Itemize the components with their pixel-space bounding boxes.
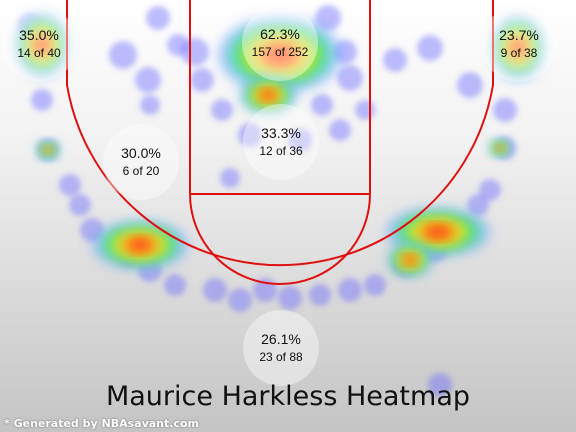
court-lines [66,0,494,285]
cold-shot-blob [309,284,331,306]
cold-shot-blob [417,35,443,61]
hot-shot-layer [16,13,544,276]
paint-lower-hot-blob [261,90,275,100]
zone-fraction: 6 of 20 [122,163,160,178]
cold-shot-blob [211,99,233,121]
left-wing-hot-blob [128,239,152,251]
cold-shot-blob [311,94,333,116]
cold-shot-blob [220,168,240,188]
left-corner-hot-blob [35,37,49,53]
cold-shot-blob [140,95,160,115]
zone-pct: 26.1% [261,330,301,347]
zone-top-of-key-three: 26.1% 23 of 88 [243,310,319,386]
zone-pct: 33.3% [261,124,301,141]
right-corner-hot-blob [511,40,525,56]
zone-right-corner-three: 23.7% 9 of 38 [481,6,557,82]
zone-paint: 62.3% 157 of 252 [242,5,318,81]
zone-fraction: 23 of 88 [259,349,303,364]
cold-shot-blob [467,194,489,216]
cold-shot-blob [457,72,483,98]
cold-shot-blob [59,174,81,196]
chart-title: Maurice Harkless Heatmap [105,381,471,412]
three-point-line [66,0,494,267]
free-throw-arc [189,193,371,285]
cold-shot-blob [238,123,262,147]
cold-shot-blob [479,179,501,201]
paint-lane [189,0,371,195]
cold-shot-blob [203,278,227,302]
right-wing-lower-hot-blob [404,256,416,264]
right-baseline-hot-blob [497,146,503,150]
cold-shot-blob [337,65,363,91]
cold-shot-blob [109,41,137,69]
cold-shot-blob [228,288,252,312]
zone-fraction: 14 of 40 [17,45,61,60]
cold-shot-blob [288,128,312,152]
cold-shot-blob [190,68,214,92]
cold-shot-blob [428,373,452,397]
cold-shot-blob [329,119,351,141]
left-baseline-hot-blob [45,148,51,152]
credit-text: * Generated by NBAsavant.com [4,417,199,430]
right-wing-hot-blob [425,226,451,238]
cold-shot-blob [493,98,517,122]
zone-pct: 23.7% [499,26,539,43]
cold-shot-blob [355,100,375,120]
zone-fraction: 157 of 252 [251,44,309,59]
zone-fraction: 12 of 36 [259,143,303,158]
cold-shot-blob [146,6,170,30]
zone-pct: 62.3% [260,25,300,42]
cold-shot-blob [167,34,189,56]
cold-shot-blob [135,67,161,93]
cold-shot-blob [31,89,53,111]
zone-free-throw-area: 33.3% 12 of 36 [243,104,319,180]
cold-shot-blob [338,278,362,302]
cold-shot-blob [69,194,91,216]
cold-shot-blob [278,286,302,310]
cold-shot-blob [164,274,186,296]
zone-fraction: 9 of 38 [500,45,538,60]
zone-pct: 30.0% [121,144,161,161]
cold-shot-blob [364,274,386,296]
cold-shot-blob [383,48,407,72]
cold-shot-blob [315,5,341,31]
paint-hot-blob [264,45,296,65]
zone-left-midrange: 30.0% 6 of 20 [103,124,179,200]
zone-left-corner-three: 35.0% 14 of 40 [1,6,77,82]
zone-pct: 35.0% [19,26,59,43]
